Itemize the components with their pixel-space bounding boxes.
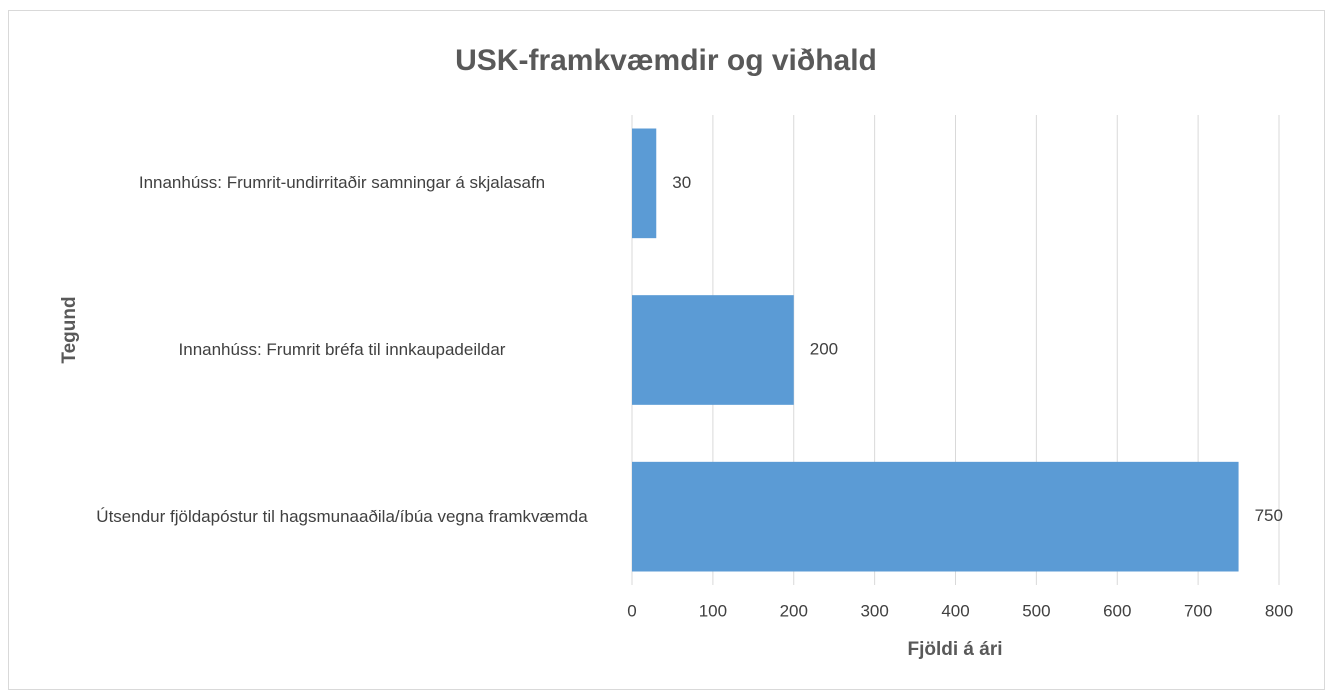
bar bbox=[632, 295, 794, 405]
x-tick-label: 300 bbox=[860, 601, 888, 620]
x-tick-label: 200 bbox=[780, 601, 808, 620]
x-tick-label: 700 bbox=[1184, 601, 1212, 620]
bar bbox=[632, 461, 1239, 572]
data-label: 30 bbox=[672, 173, 691, 192]
x-axis-label: Fjöldi á ári bbox=[907, 639, 1002, 660]
bar bbox=[632, 128, 657, 239]
x-tick-label: 100 bbox=[699, 601, 727, 620]
data-label: 200 bbox=[810, 339, 838, 358]
y-tick-label: Innanhúss: Frumrit bréfa til innkaupadei… bbox=[178, 340, 506, 359]
x-tick-label: 400 bbox=[941, 601, 969, 620]
y-tick-label: Innanhúss: Frumrit-undirritaðir samninga… bbox=[138, 173, 546, 193]
x-tick-label: 0 bbox=[627, 601, 636, 620]
x-tick-label: 600 bbox=[1103, 601, 1131, 620]
y-axis-label: Tegund bbox=[59, 296, 80, 363]
x-tick-label: 500 bbox=[1022, 601, 1050, 620]
y-tick-label: Útsendur fjöldapóstur til hagsmunaaðila/… bbox=[96, 506, 588, 526]
x-tick-label: 800 bbox=[1265, 601, 1293, 620]
chart-title: USK-framkvæmdir og viðhald bbox=[455, 44, 877, 77]
data-label: 750 bbox=[1255, 506, 1283, 525]
